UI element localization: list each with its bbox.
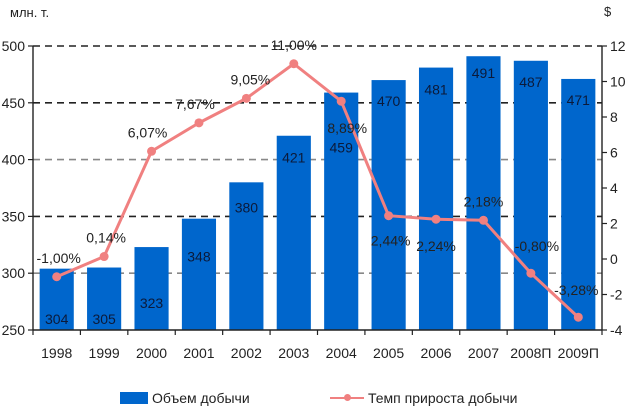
x-tick-label: 2006 <box>420 345 451 361</box>
bar-value-label: 421 <box>282 150 306 166</box>
growth-value-label: -0,80% <box>515 238 559 254</box>
right-tick-label: 6 <box>610 145 618 161</box>
data-labels: 304 305 323 348 380 421 459 470 481 491 487 471 -1,0… <box>37 37 599 327</box>
x-tick-label: 2007 <box>468 345 499 361</box>
growth-point <box>431 214 441 224</box>
left-tick-label: 300 <box>2 265 26 281</box>
left-tick-label: 450 <box>2 95 26 111</box>
growth-line-path <box>56 62 580 319</box>
left-tick-label: 250 <box>2 322 26 338</box>
bar <box>134 247 169 330</box>
right-axis-unit: $ <box>604 4 612 19</box>
right-tick-label: 8 <box>610 109 618 125</box>
growth-point <box>289 59 299 69</box>
bar-value-label: 487 <box>519 74 543 90</box>
bar-value-label: 380 <box>235 199 259 215</box>
legend-label-volume: Объем добычи <box>152 390 250 406</box>
bar <box>276 135 311 330</box>
bar-value-label: 491 <box>472 65 496 81</box>
growth-point <box>336 96 346 106</box>
growth-value-label: 9,05% <box>231 71 271 87</box>
bar-value-label: 305 <box>92 311 116 327</box>
x-tick-label: 2002 <box>231 345 262 361</box>
growth-value-label: 6,07% <box>128 124 168 140</box>
bar-value-label: 459 <box>330 140 354 156</box>
bar-value-label: 323 <box>140 295 164 311</box>
growth-point <box>573 312 583 322</box>
right-tick-label: -4 <box>610 322 623 338</box>
bar <box>561 78 596 330</box>
right-tick-label: 0 <box>610 251 618 267</box>
legend-item-volume: Объем добычи <box>120 390 250 406</box>
left-tick-label: 500 <box>2 38 26 54</box>
x-tick-label: 2009П <box>558 345 599 361</box>
bar <box>181 218 217 330</box>
x-tick-label: 2003 <box>278 345 309 361</box>
growth-value-label: 11,00% <box>271 37 317 53</box>
right-tick-label: 4 <box>610 180 618 196</box>
growth-value-label: 0,14% <box>86 230 126 246</box>
growth-value-label: 2,44% <box>371 233 411 249</box>
legend-bar-swatch <box>120 392 148 404</box>
growth-value-label: -3,28% <box>554 282 598 298</box>
bar <box>229 182 264 330</box>
bar <box>87 267 122 330</box>
bar-value-label: 470 <box>377 93 401 109</box>
right-tick-label: 2 <box>610 216 618 232</box>
growth-point <box>478 215 488 225</box>
x-tick-label: 1998 <box>41 345 72 361</box>
right-tick-label: 12 <box>610 38 626 54</box>
growth-point <box>147 146 157 156</box>
x-tick-label: 2004 <box>326 345 357 361</box>
x-tick-label: 2001 <box>183 345 214 361</box>
growth-value-label: 2,24% <box>416 238 456 254</box>
growth-point <box>99 252 109 262</box>
growth-value-label: 2,18% <box>464 193 504 209</box>
bar-value-label: 481 <box>424 82 448 98</box>
legend-line-swatch <box>330 391 364 405</box>
x-tick-label: 2000 <box>136 345 167 361</box>
growth-point <box>384 211 394 221</box>
bar-value-label: 471 <box>567 92 591 108</box>
left-tick-label: 350 <box>2 208 26 224</box>
growth-value-label: -1,00% <box>37 250 81 266</box>
bars <box>39 56 596 331</box>
legend-item-growth: Темп прироста добычи <box>330 390 518 406</box>
growth-point <box>241 93 251 103</box>
x-tick-label: 1999 <box>89 345 120 361</box>
legend-label-growth: Темп прироста добычи <box>368 390 518 406</box>
growth-line <box>52 59 583 322</box>
bar <box>466 56 501 330</box>
right-tick-label: 10 <box>610 74 626 90</box>
left-axis-unit: млн. т. <box>10 5 49 20</box>
right-tick-label: -2 <box>610 287 623 303</box>
bar <box>371 80 406 330</box>
growth-value-label: 8,89% <box>327 120 367 136</box>
bar-value-label: 348 <box>187 249 211 265</box>
growth-point <box>52 272 62 282</box>
left-tick-label: 400 <box>2 152 26 168</box>
x-tick-label: 2005 <box>373 345 404 361</box>
x-tick-label: 2008П <box>510 345 551 361</box>
growth-point <box>194 118 204 128</box>
growth-point <box>526 268 536 278</box>
bar <box>513 60 548 330</box>
growth-value-label: 7,67% <box>175 96 215 112</box>
bar-value-label: 304 <box>45 311 69 327</box>
legend: Объем добычи Темп прироста добычи <box>0 390 635 410</box>
grid-lines <box>33 45 602 275</box>
bar <box>418 67 454 331</box>
